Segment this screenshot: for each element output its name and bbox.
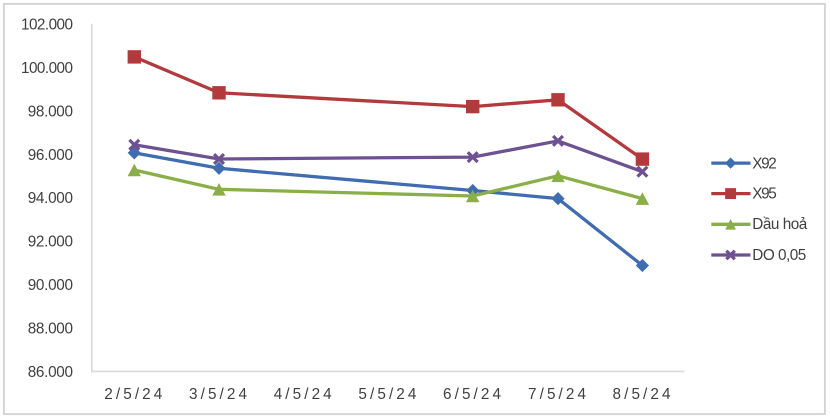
svg-text:Dầu hoả: Dầu hoả <box>752 216 807 233</box>
svg-text:86.000: 86.000 <box>28 364 73 381</box>
svg-text:102.000: 102.000 <box>21 16 73 33</box>
svg-text:96.000: 96.000 <box>28 147 73 164</box>
svg-text:94.000: 94.000 <box>28 190 73 207</box>
svg-text:100.000: 100.000 <box>21 60 73 77</box>
svg-text:98.000: 98.000 <box>28 103 73 120</box>
svg-text:X92: X92 <box>752 155 777 172</box>
svg-text:88.000: 88.000 <box>28 321 73 338</box>
svg-text:90.000: 90.000 <box>28 277 73 294</box>
svg-text:92.000: 92.000 <box>28 234 73 251</box>
svg-text:X95: X95 <box>752 186 777 203</box>
svg-text:DO 0,05: DO 0,05 <box>752 247 806 264</box>
